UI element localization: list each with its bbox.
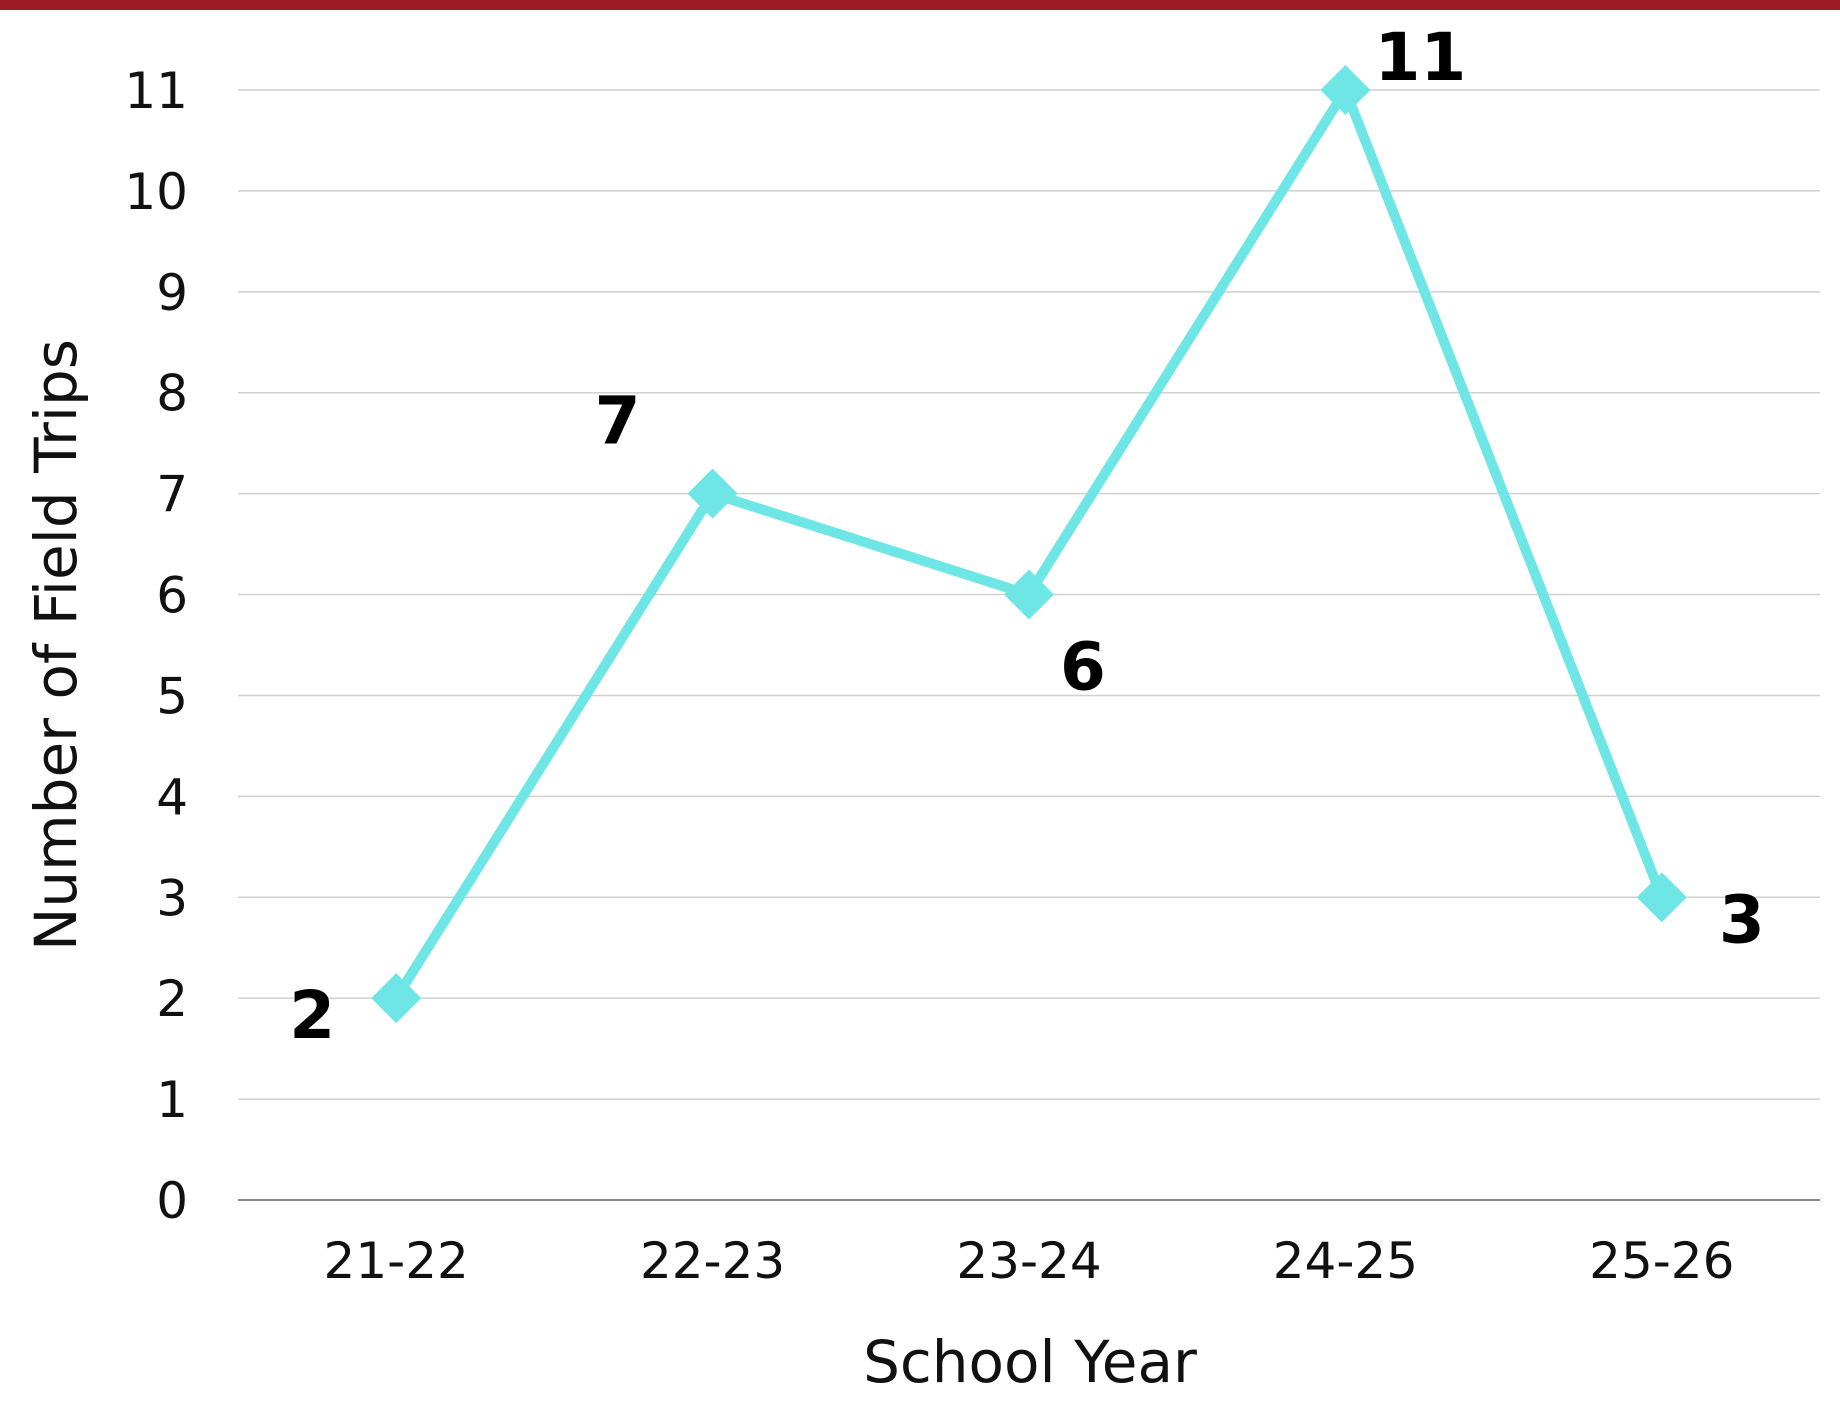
x-tick-label: 24-25	[1273, 1232, 1418, 1290]
y-tick-label: 3	[156, 869, 188, 927]
x-tick-label: 23-24	[956, 1232, 1101, 1290]
y-tick-label: 7	[156, 466, 188, 524]
series-markers	[371, 65, 1687, 1024]
y-tick-label: 9	[156, 264, 188, 322]
y-tick-label: 0	[156, 1172, 188, 1230]
y-tick-label: 2	[156, 970, 188, 1028]
y-tick-label: 1	[156, 1071, 188, 1129]
series-line	[391, 78, 1667, 1001]
data-label: 11	[1374, 19, 1466, 96]
data-label: 2	[289, 977, 335, 1054]
x-axis-ticks: 21-22 22-23 23-24 24-25 25-26	[324, 1232, 1735, 1290]
data-label: 6	[1060, 629, 1106, 706]
x-axis-title: School Year	[863, 1328, 1197, 1396]
y-tick-label: 5	[156, 667, 188, 725]
data-labels: 2 7 6 11 3	[289, 19, 1765, 1054]
y-tick-label: 4	[156, 768, 188, 826]
x-tick-label: 22-23	[640, 1232, 785, 1290]
data-label: 3	[1719, 881, 1765, 958]
series-marker	[687, 468, 738, 519]
gridlines	[238, 89, 1820, 1201]
x-tick-label: 25-26	[1589, 1232, 1734, 1290]
top-accent-bar	[0, 0, 1840, 10]
y-axis-ticks: 0 1 2 3 4 5 6 7 8 9 10 11	[124, 62, 188, 1230]
y-tick-label: 10	[124, 163, 188, 221]
series-marker	[1320, 65, 1371, 115]
series-marker	[1004, 569, 1054, 620]
data-label: 7	[595, 383, 641, 460]
x-tick-label: 21-22	[324, 1232, 469, 1290]
series-marker	[371, 973, 422, 1024]
y-tick-label: 8	[156, 365, 188, 423]
y-tick-label: 11	[124, 62, 188, 120]
y-tick-label: 6	[156, 567, 188, 625]
series-marker	[1636, 872, 1687, 923]
y-axis-title: Number of Field Trips	[22, 339, 90, 951]
